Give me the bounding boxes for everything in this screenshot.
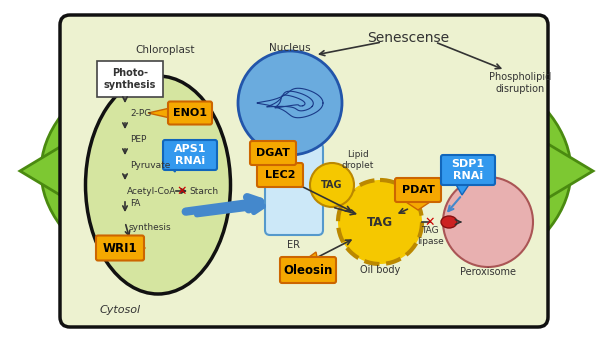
- Text: Oil body: Oil body: [360, 265, 400, 275]
- Text: Acetyl-CoA: Acetyl-CoA: [127, 186, 177, 196]
- Text: FA: FA: [130, 199, 140, 209]
- Text: Nucleus: Nucleus: [269, 43, 311, 53]
- Text: Phospholipid
disruption: Phospholipid disruption: [489, 72, 551, 94]
- Text: Oleosin: Oleosin: [283, 263, 333, 276]
- Text: PDAT: PDAT: [402, 185, 435, 195]
- Polygon shape: [406, 202, 430, 210]
- Text: Peroxisome: Peroxisome: [460, 267, 516, 277]
- Ellipse shape: [85, 76, 230, 294]
- Polygon shape: [138, 240, 145, 256]
- Text: Chloroplast: Chloroplast: [135, 45, 195, 55]
- Text: ✕: ✕: [177, 184, 187, 197]
- FancyBboxPatch shape: [395, 178, 441, 202]
- Text: Lipid
droplet: Lipid droplet: [342, 150, 374, 170]
- Text: TAG: TAG: [367, 215, 393, 228]
- Polygon shape: [533, 135, 593, 207]
- FancyBboxPatch shape: [265, 143, 323, 235]
- FancyBboxPatch shape: [250, 141, 296, 165]
- Ellipse shape: [41, 26, 571, 316]
- Text: ER: ER: [287, 240, 300, 250]
- Text: Senescense: Senescense: [367, 31, 449, 45]
- Circle shape: [310, 163, 354, 207]
- FancyBboxPatch shape: [96, 236, 144, 261]
- Polygon shape: [260, 167, 278, 175]
- Text: Cytosol: Cytosol: [100, 305, 141, 315]
- Polygon shape: [455, 183, 470, 195]
- FancyBboxPatch shape: [163, 140, 217, 170]
- Polygon shape: [260, 162, 280, 170]
- FancyBboxPatch shape: [280, 257, 336, 283]
- Text: DGAT: DGAT: [256, 148, 290, 158]
- FancyBboxPatch shape: [441, 155, 495, 185]
- Text: SDP1
RNAi: SDP1 RNAi: [451, 159, 484, 181]
- Text: WRI1: WRI1: [103, 241, 137, 254]
- Circle shape: [443, 177, 533, 267]
- Text: Pyruvate: Pyruvate: [130, 160, 170, 170]
- FancyBboxPatch shape: [97, 61, 163, 97]
- Text: TAG
lipase: TAG lipase: [417, 226, 443, 246]
- Polygon shape: [20, 135, 80, 207]
- Circle shape: [238, 51, 342, 155]
- Text: PEP: PEP: [130, 134, 147, 144]
- Polygon shape: [148, 108, 170, 118]
- FancyBboxPatch shape: [60, 15, 548, 327]
- Text: ENO1: ENO1: [173, 108, 207, 118]
- Circle shape: [338, 180, 422, 264]
- FancyBboxPatch shape: [257, 163, 303, 187]
- Text: ✕: ✕: [425, 215, 435, 228]
- Text: APS1
RNAi: APS1 RNAi: [173, 144, 206, 166]
- Text: LEC2: LEC2: [265, 170, 295, 180]
- Text: TAG: TAG: [321, 180, 343, 190]
- Text: synthesis: synthesis: [129, 224, 171, 233]
- FancyBboxPatch shape: [168, 102, 212, 124]
- Text: Photo-
synthesis: Photo- synthesis: [104, 68, 156, 90]
- Polygon shape: [168, 158, 180, 172]
- Text: 2-PG: 2-PG: [130, 108, 151, 118]
- Text: Starch: Starch: [189, 186, 219, 196]
- Ellipse shape: [441, 216, 457, 228]
- Polygon shape: [305, 252, 318, 262]
